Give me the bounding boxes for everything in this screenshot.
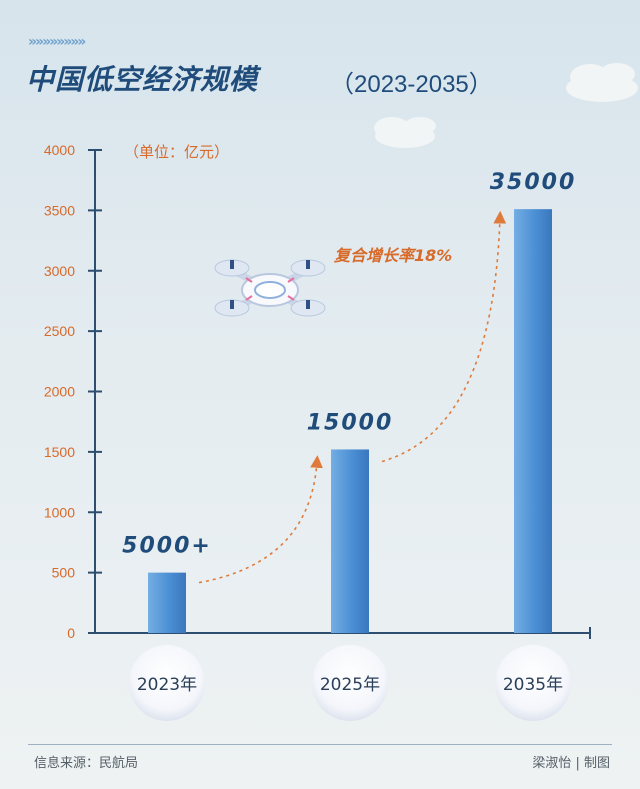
growth-arrow bbox=[381, 210, 507, 463]
y-tick-label: 500 bbox=[52, 565, 76, 581]
unit-label: （单位：亿元） bbox=[124, 143, 230, 161]
category-badge: 2035年 bbox=[495, 645, 571, 721]
source-note: 信息来源：民航局 bbox=[34, 756, 139, 771]
x-tick-label: 2025年 bbox=[320, 675, 380, 695]
chevron-decoration: »»»»»»»» bbox=[28, 34, 86, 50]
value-label: 5000+ bbox=[122, 534, 212, 559]
y-tick-label: 1000 bbox=[44, 504, 75, 520]
category-badge: 2023年 bbox=[129, 645, 205, 721]
growth-arrow bbox=[198, 455, 323, 584]
page-title: 中国低空经济规模 bbox=[26, 63, 259, 96]
y-tick-label: 2000 bbox=[44, 384, 75, 400]
x-tick-label: 2023年 bbox=[137, 675, 197, 695]
y-tick-label: 4000 bbox=[44, 142, 75, 158]
footer-divider bbox=[28, 744, 612, 745]
category-badge: 2025年 bbox=[312, 645, 388, 721]
value-label: 35000 bbox=[490, 170, 577, 195]
bar-2025年 bbox=[331, 449, 369, 633]
value-label: 15000 bbox=[307, 410, 394, 435]
bar-2023年 bbox=[148, 572, 186, 633]
y-tick-label: 1500 bbox=[44, 444, 75, 460]
page-subtitle: （2023-2035） bbox=[330, 71, 493, 98]
x-tick-label: 2035年 bbox=[503, 675, 563, 695]
credit-note: 梁淑怡 | 制图 bbox=[532, 756, 610, 771]
cloud-icon bbox=[374, 63, 638, 148]
y-tick-label: 0 bbox=[67, 625, 75, 641]
y-tick-label: 3500 bbox=[44, 202, 75, 218]
y-tick-label: 2500 bbox=[44, 323, 75, 339]
drone-icon bbox=[214, 259, 326, 317]
y-tick-label: 3000 bbox=[44, 263, 75, 279]
growth-annotation: 复合增长率18% bbox=[334, 246, 452, 265]
bar-2035年 bbox=[514, 209, 552, 634]
